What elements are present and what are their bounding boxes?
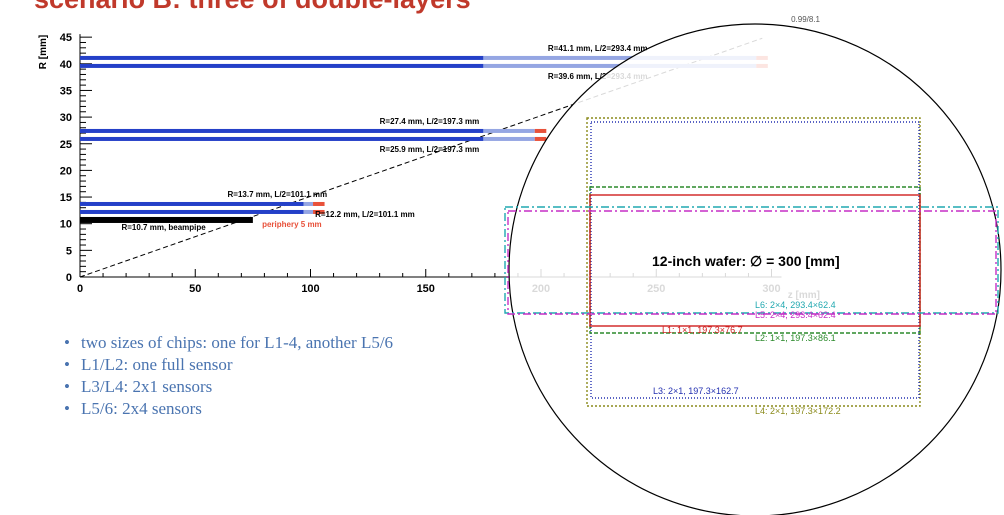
y-tick-label: 45 bbox=[60, 32, 72, 44]
acceptance-label: 0.99/8.1 bbox=[791, 15, 820, 24]
y-tick-label: 25 bbox=[60, 139, 72, 151]
chip-label: L5: 2×4, 293.4×62.4 bbox=[755, 310, 836, 320]
y-tick-label: 15 bbox=[60, 192, 72, 204]
chip-label: L4: 2×1, 197.3×172.2 bbox=[755, 406, 841, 416]
chip-label: L1: 1×1, 197.3×76.7 bbox=[662, 325, 743, 335]
y-tick-label: 10 bbox=[60, 219, 72, 231]
chip-outline-l5 bbox=[507, 210, 997, 315]
y-tick-label: 30 bbox=[60, 112, 72, 124]
y-tick-label: 20 bbox=[60, 165, 72, 177]
slide-title: scenario B: three of double-layers bbox=[34, 0, 471, 15]
bullet-item: L5/6: 2x4 sensors bbox=[64, 398, 393, 420]
sensor-bar-extension bbox=[483, 128, 535, 133]
periphery-segment bbox=[534, 128, 547, 133]
x-tick-label: 100 bbox=[301, 283, 319, 295]
sensor-bar-extension bbox=[303, 201, 314, 206]
layer-label: R=25.9 mm, L/2=197.3 mm bbox=[380, 145, 480, 154]
sensor-bar-extension bbox=[303, 209, 314, 214]
sensor-bar bbox=[80, 201, 304, 206]
y-tick-label: 0 bbox=[66, 272, 72, 284]
layer-label: R=13.7 mm, L/2=101.1 mm bbox=[228, 190, 328, 199]
sensor-bar bbox=[80, 136, 484, 141]
x-tick-label: 50 bbox=[189, 283, 201, 295]
layer-label: R=12.2 mm, L/2=101.1 mm bbox=[315, 210, 415, 219]
chip-outline-l1 bbox=[589, 194, 921, 327]
wafer-circle bbox=[508, 23, 1002, 515]
bullet-item: L3/L4: 2x1 sensors bbox=[64, 376, 393, 398]
beampipe-label: R=10.7 mm, beampipe bbox=[121, 223, 206, 232]
sensor-bar bbox=[80, 63, 484, 68]
sensor-bar bbox=[80, 128, 484, 133]
chip-outline-l6 bbox=[504, 206, 999, 314]
bullet-item: L1/L2: one full sensor bbox=[64, 354, 393, 376]
x-tick-label: 0 bbox=[77, 283, 83, 295]
beampipe-bar bbox=[80, 216, 253, 223]
y-tick-label: 5 bbox=[66, 245, 72, 257]
y-tick-label: 35 bbox=[60, 85, 72, 97]
periphery-segment bbox=[313, 201, 325, 206]
bullet-list: two sizes of chips: one for L1-4, anothe… bbox=[64, 332, 393, 420]
sensor-bar-extension bbox=[483, 55, 757, 60]
layer-label: R=41.1 mm, L/2=293.4 mm bbox=[548, 44, 648, 53]
sensor-bar bbox=[80, 209, 304, 214]
periphery-segment bbox=[534, 136, 547, 141]
chip-label: L6: 2×4, 293.4×62.4 bbox=[755, 300, 836, 310]
chip-label: L3: 2×1, 197.3×162.7 bbox=[653, 386, 739, 396]
chip-label: L2: 1×1, 197.3×86.1 bbox=[755, 333, 836, 343]
bullet-item: two sizes of chips: one for L1-4, anothe… bbox=[64, 332, 393, 354]
chip-outline-l3 bbox=[590, 121, 920, 399]
y-tick-label: 40 bbox=[60, 59, 72, 71]
periphery-segment bbox=[313, 209, 325, 214]
layer-label: R=27.4 mm, L/2=197.3 mm bbox=[380, 117, 480, 126]
x-tick-label: 150 bbox=[417, 283, 435, 295]
layer-label: R=39.6 mm, L/2=293.4 mm bbox=[548, 72, 648, 81]
wafer-layout-diagram: 12-inch wafer: ∅ = 300 [mm] L6: 2×4, 293.… bbox=[504, 23, 1002, 515]
sensor-bar-extension bbox=[483, 136, 535, 141]
sensor-bar bbox=[80, 55, 484, 60]
y-axis-label: R [mm] bbox=[38, 35, 49, 69]
periphery-label: periphery 5 mm bbox=[262, 220, 322, 229]
wafer-title: 12-inch wafer: ∅ = 300 [mm] bbox=[652, 253, 840, 269]
